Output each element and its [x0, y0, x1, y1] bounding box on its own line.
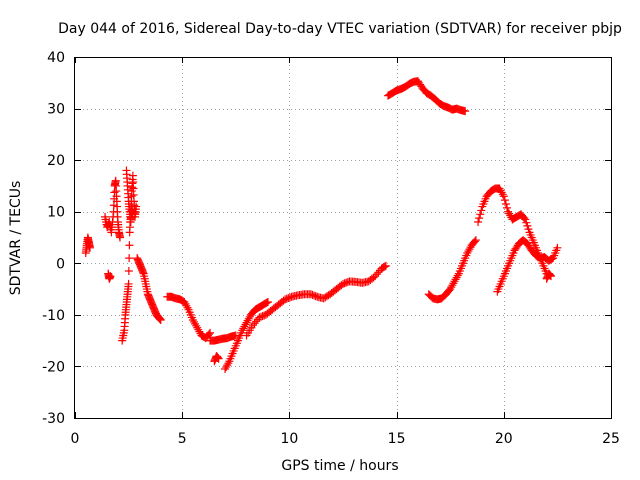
grid-lines — [75, 57, 611, 418]
data-point — [474, 218, 483, 227]
data-point-fill — [125, 241, 134, 250]
data-point — [381, 261, 390, 270]
data-point-fill — [453, 271, 462, 280]
series-seg-g — [163, 292, 215, 343]
y-tick-label: 10 — [47, 205, 65, 221]
data-point — [206, 328, 215, 337]
data-point — [471, 236, 480, 245]
data-point — [553, 243, 562, 252]
y-tick-label: -20 — [42, 359, 65, 375]
y-axis-label: SDTVAR / TECUs — [8, 181, 24, 296]
data-point-fill — [500, 196, 509, 205]
data-points — [81, 77, 562, 374]
data-point-fill — [476, 210, 485, 219]
series-seg-j — [221, 297, 272, 374]
data-point — [546, 272, 555, 281]
series-seg-a — [81, 233, 95, 257]
data-point-fill — [477, 206, 486, 215]
data-point-fill — [224, 359, 233, 368]
data-point — [128, 212, 137, 221]
data-point-fill — [503, 203, 512, 212]
data-point — [124, 279, 133, 288]
x-tick-label: 15 — [388, 431, 406, 447]
series-seg-h — [206, 331, 240, 345]
series-seg-i — [210, 352, 223, 366]
data-point-fill — [205, 330, 213, 339]
series-seg-k — [242, 261, 390, 340]
series-seg-c — [104, 269, 115, 283]
data-point — [499, 192, 508, 201]
data-point — [86, 243, 95, 252]
x-tick-labels: 0 5 10 15 20 25 — [71, 431, 620, 447]
data-point — [461, 107, 470, 116]
series-seg-m — [424, 236, 480, 304]
data-point-fill — [124, 267, 133, 276]
data-point-fill — [520, 214, 529, 223]
y-tick-label: 0 — [56, 256, 65, 272]
x-tick-label: 10 — [280, 431, 298, 447]
y-tick-label: 20 — [47, 153, 65, 169]
data-point-fill — [380, 262, 389, 271]
series-seg-p — [542, 269, 555, 283]
x-tick-label: 25 — [602, 431, 620, 447]
plot-frame — [74, 57, 612, 419]
data-point-fill — [125, 254, 134, 263]
data-point — [263, 297, 272, 306]
series-seg-b — [101, 176, 125, 242]
series-seg-f — [133, 254, 165, 325]
series-seg-o — [493, 236, 562, 296]
data-point-fill — [498, 190, 507, 199]
y-tick-label: 30 — [47, 102, 65, 118]
data-point-fill — [262, 298, 271, 307]
series-seg-e — [122, 166, 137, 227]
y-tick-labels: -30 -20 -10 0 10 20 30 40 — [42, 50, 65, 427]
data-point-fill — [501, 199, 510, 208]
x-tick-label: 0 — [71, 431, 80, 447]
data-point — [116, 233, 125, 242]
data-point — [106, 272, 115, 281]
series-seg-n — [474, 184, 551, 278]
x-axis-label: GPS time / hours — [281, 458, 398, 474]
x-tick-label: 20 — [495, 431, 513, 447]
y-tick-label: -10 — [42, 308, 65, 324]
data-point-fill — [183, 303, 192, 312]
y-tick-label: -30 — [42, 411, 65, 427]
y-tick-label: 40 — [47, 50, 65, 66]
series-seg-l — [384, 77, 470, 116]
data-point — [214, 354, 223, 363]
data-point-fill — [475, 214, 484, 223]
data-point — [156, 316, 165, 325]
chart-title: Day 044 of 2016, Sidereal Day-to-day VTE… — [58, 21, 622, 37]
x-tick-label: 5 — [178, 431, 187, 447]
data-point-fill — [470, 237, 479, 246]
